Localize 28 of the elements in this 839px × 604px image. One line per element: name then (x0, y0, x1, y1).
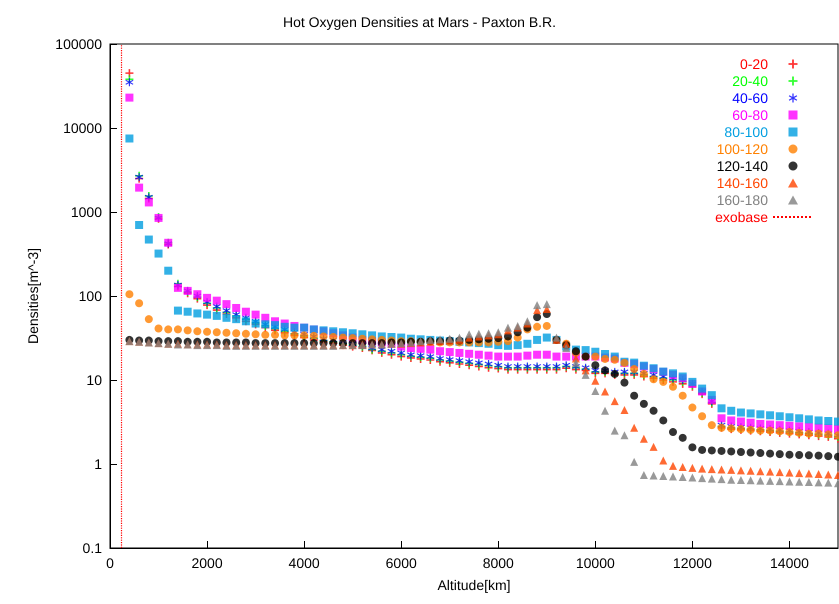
x-tick-label: 12000 (672, 555, 712, 571)
y-tick-label: 1000 (70, 204, 102, 220)
legend-label: 140-160 (716, 175, 768, 191)
chart-title: Hot Oxygen Densities at Mars - Paxton B.R. (282, 14, 556, 30)
y-tick-label: 10 (86, 372, 102, 388)
y-tick-label: 100 (78, 288, 102, 304)
legend-label: 120-140 (716, 158, 768, 174)
x-tick-label: 14000 (770, 555, 810, 571)
x-axis-title: Altitude[km] (437, 577, 511, 593)
legend-label: 80-100 (724, 124, 768, 140)
legend-label: 0-20 (740, 56, 768, 72)
legend-label: 20-40 (732, 73, 768, 89)
y-axis-title: Densities[m^-3] (25, 248, 41, 344)
y-tick-label: 1 (94, 456, 102, 472)
legend-label: 40-60 (732, 90, 768, 106)
y-tick-label: 10000 (63, 120, 102, 136)
legend-label: 60-80 (732, 107, 768, 123)
x-tick-label: 6000 (386, 555, 417, 571)
x-tick-label: 8000 (482, 555, 514, 571)
ref-line-label: exobase (715, 209, 768, 225)
x-tick-label: 4000 (288, 555, 320, 571)
x-tick-label: 10000 (576, 555, 616, 571)
x-tick-label: 0 (106, 555, 114, 571)
legend-label: 100-120 (716, 141, 768, 157)
x-tick-label: 2000 (191, 555, 223, 571)
y-tick-label: 0.1 (82, 540, 102, 556)
legend-label: 160-180 (716, 192, 768, 208)
y-tick-label: 100000 (55, 36, 102, 52)
